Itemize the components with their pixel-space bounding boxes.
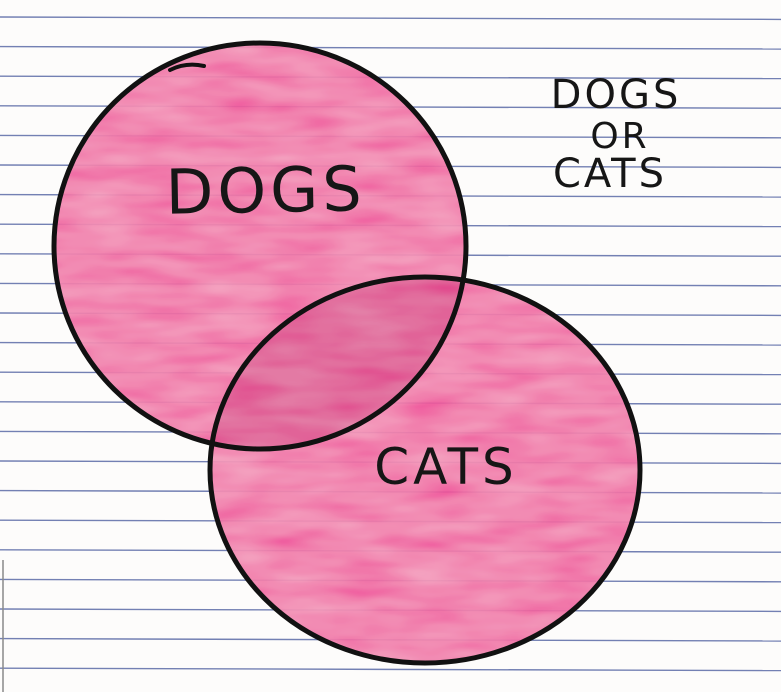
title-line-1: DOGS: [551, 72, 682, 118]
dogs-circle-outline: [51, 40, 469, 452]
dogs-circle-pen-start-mark: [168, 62, 206, 72]
ruled-line: [0, 45, 781, 50]
dogs-set-label: DOGS: [165, 152, 366, 228]
overlap-region: [210, 277, 466, 449]
title-line-2: OR: [590, 116, 649, 157]
ruled-line: [0, 75, 781, 80]
cats-circle-outline: [207, 274, 643, 666]
cats-set-label: CATS: [374, 438, 518, 496]
cats-circle-fill: [210, 277, 640, 663]
title-line-3: CATS: [553, 151, 667, 197]
ruled-line: [0, 667, 781, 672]
ruled-line: [0, 16, 781, 21]
